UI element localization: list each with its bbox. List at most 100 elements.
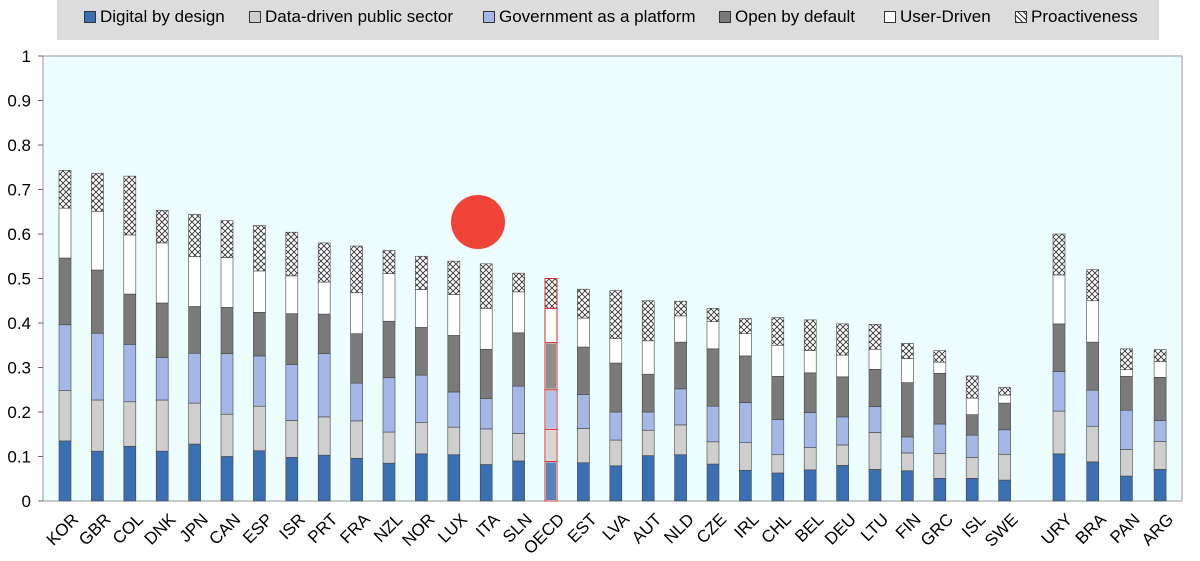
bar-segment-ury-proactiveness — [1052, 233, 1066, 276]
bar-segment-cze-government-as-a-platform — [706, 405, 720, 443]
bar-segment-ita-user-driven — [479, 308, 493, 350]
bar-segment-isl-digital-by-design — [965, 478, 979, 502]
bar-segment-cze-digital-by-design — [706, 463, 720, 502]
bar-segment-nor-proactiveness — [415, 255, 428, 290]
bar-segment-fin-government-as-a-platform — [901, 436, 914, 454]
bar-segment-lva-proactiveness — [609, 290, 623, 339]
bar-segment-nld-government-as-a-platform — [674, 388, 687, 426]
bar-segment-sln-data-driven-public-sector — [512, 433, 525, 462]
y-tick-label: 0.7 — [7, 181, 31, 200]
bar-segment-bra-government-as-a-platform — [1086, 389, 1099, 427]
bar-segment-kor-user-driven — [58, 207, 72, 259]
y-tick-label: 0.5 — [7, 270, 31, 289]
bar-segment-bel-proactiveness — [803, 319, 817, 351]
legend-label: User-Driven — [900, 7, 991, 26]
bar-segment-can-government-as-a-platform — [220, 353, 234, 415]
legend-item-user-driven: User-Driven — [884, 6, 991, 28]
bar-segment-ltu-government-as-a-platform — [868, 406, 882, 433]
bar-segment-fra-government-as-a-platform — [350, 382, 363, 422]
bar-segment-grc-user-driven — [933, 361, 947, 374]
bar-segment-aut-proactiveness — [641, 300, 655, 342]
bar-segment-nld-digital-by-design — [674, 454, 687, 502]
bar-segment-jpn-digital-by-design — [188, 443, 201, 502]
bar-segment-nzl-government-as-a-platform — [382, 377, 396, 433]
bar-segment-irl-government-as-a-platform — [739, 402, 752, 444]
bar-segment-can-data-driven-public-sector — [220, 413, 234, 457]
highlight-fill-data-driven-public-sector — [546, 430, 556, 461]
bar-segment-sln-digital-by-design — [512, 460, 525, 502]
bar-segment-esp-digital-by-design — [253, 450, 266, 502]
bar-segment-nor-user-driven — [415, 289, 428, 328]
legend-item-data-driven-public-sector: Data-driven public sector — [249, 6, 453, 28]
legend-label: Digital by design — [100, 7, 225, 26]
bar-segment-col-data-driven-public-sector — [123, 401, 137, 447]
bar-segment-swe-digital-by-design — [998, 479, 1011, 502]
bar-segment-ita-open-by-default — [479, 348, 493, 399]
bar-segment-isl-proactiveness — [965, 375, 979, 399]
x-tick-label-col: COL — [109, 510, 147, 548]
bar-segment-isr-data-driven-public-sector — [285, 420, 299, 458]
bar-segment-deu-data-driven-public-sector — [836, 444, 849, 466]
bar-segment-fin-open-by-default — [901, 382, 914, 438]
legend-label: Government as a platform — [499, 7, 696, 26]
bar-segment-grc-government-as-a-platform — [933, 423, 947, 454]
bar-segment-jpn-proactiveness — [188, 214, 201, 257]
bar-segment-bel-digital-by-design — [803, 469, 817, 502]
bar-segment-chl-data-driven-public-sector — [771, 454, 785, 474]
bar-segment-jpn-user-driven — [188, 256, 201, 307]
x-tick-label-jpn: JPN — [176, 510, 212, 546]
bar-segment-dnk-government-as-a-platform — [155, 357, 169, 401]
bar-segment-prt-open-by-default — [317, 313, 331, 355]
bar-segment-fra-open-by-default — [350, 333, 363, 384]
legend-swatch — [483, 11, 495, 23]
x-tick-label-nor: NOR — [398, 510, 438, 550]
y-tick-label: 0.2 — [7, 403, 31, 422]
bar-segment-chl-proactiveness — [771, 317, 785, 346]
highlight-fill-government-as-a-platform — [546, 390, 556, 429]
x-tick-label-lva: LVA — [599, 509, 634, 544]
bar-segment-pan-digital-by-design — [1120, 475, 1133, 502]
bar-segment-est-digital-by-design — [577, 462, 590, 502]
bar-segment-prt-digital-by-design — [317, 454, 331, 502]
bar-segment-nor-digital-by-design — [415, 453, 428, 502]
bar-segment-col-proactiveness — [123, 175, 137, 236]
bar-segment-deu-proactiveness — [836, 323, 849, 356]
bar-segment-isr-user-driven — [285, 275, 299, 314]
bar-segment-dnk-proactiveness — [155, 210, 169, 244]
bar-segment-aut-data-driven-public-sector — [641, 429, 655, 456]
y-tick-label: 0.3 — [7, 359, 31, 378]
x-tick-label-irl: IRL — [730, 510, 762, 542]
x-tick-label-aut: AUT — [628, 510, 665, 547]
x-tick-label-grc: GRC — [917, 510, 957, 550]
bar-segment-cze-user-driven — [706, 321, 720, 350]
x-tick-label-bra: BRA — [1072, 509, 1111, 548]
bar-segment-gbr-digital-by-design — [91, 450, 104, 502]
bar-segment-kor-government-as-a-platform — [58, 324, 72, 391]
bar-segment-gbr-data-driven-public-sector — [91, 399, 104, 452]
bar-segment-esp-proactiveness — [253, 225, 266, 272]
x-tick-label-deu: DEU — [821, 510, 860, 549]
bar-segment-dnk-open-by-default — [155, 302, 169, 359]
bar-segment-bra-digital-by-design — [1086, 461, 1099, 502]
bar-segment-dnk-user-driven — [155, 242, 169, 304]
bar-segment-isr-proactiveness — [285, 231, 299, 277]
bar-segment-lux-user-driven — [447, 294, 461, 336]
highlight-fill-digital-by-design — [546, 462, 556, 500]
bar-segment-pan-government-as-a-platform — [1120, 409, 1133, 450]
bar-segment-isl-data-driven-public-sector — [965, 457, 979, 479]
bar-segment-chl-user-driven — [771, 344, 785, 377]
bar-segment-nzl-digital-by-design — [382, 462, 396, 502]
bar-segment-arg-digital-by-design — [1153, 469, 1167, 502]
legend-item-digital-by-design: Digital by design — [84, 6, 225, 28]
bar-segment-pan-open-by-default — [1120, 376, 1133, 411]
y-tick-label: 0.1 — [7, 448, 31, 467]
bar-segment-cze-open-by-default — [706, 348, 720, 407]
bar-segment-chl-open-by-default — [771, 376, 785, 420]
bar-segment-nor-open-by-default — [415, 327, 428, 376]
bar-segment-isl-open-by-default — [965, 414, 979, 436]
legend-item-government-as-a-platform: Government as a platform — [483, 6, 696, 28]
bar-segment-can-digital-by-design — [220, 456, 234, 502]
x-tick-label-swe: SWE — [981, 510, 1022, 551]
bar-segment-lux-data-driven-public-sector — [447, 426, 461, 456]
